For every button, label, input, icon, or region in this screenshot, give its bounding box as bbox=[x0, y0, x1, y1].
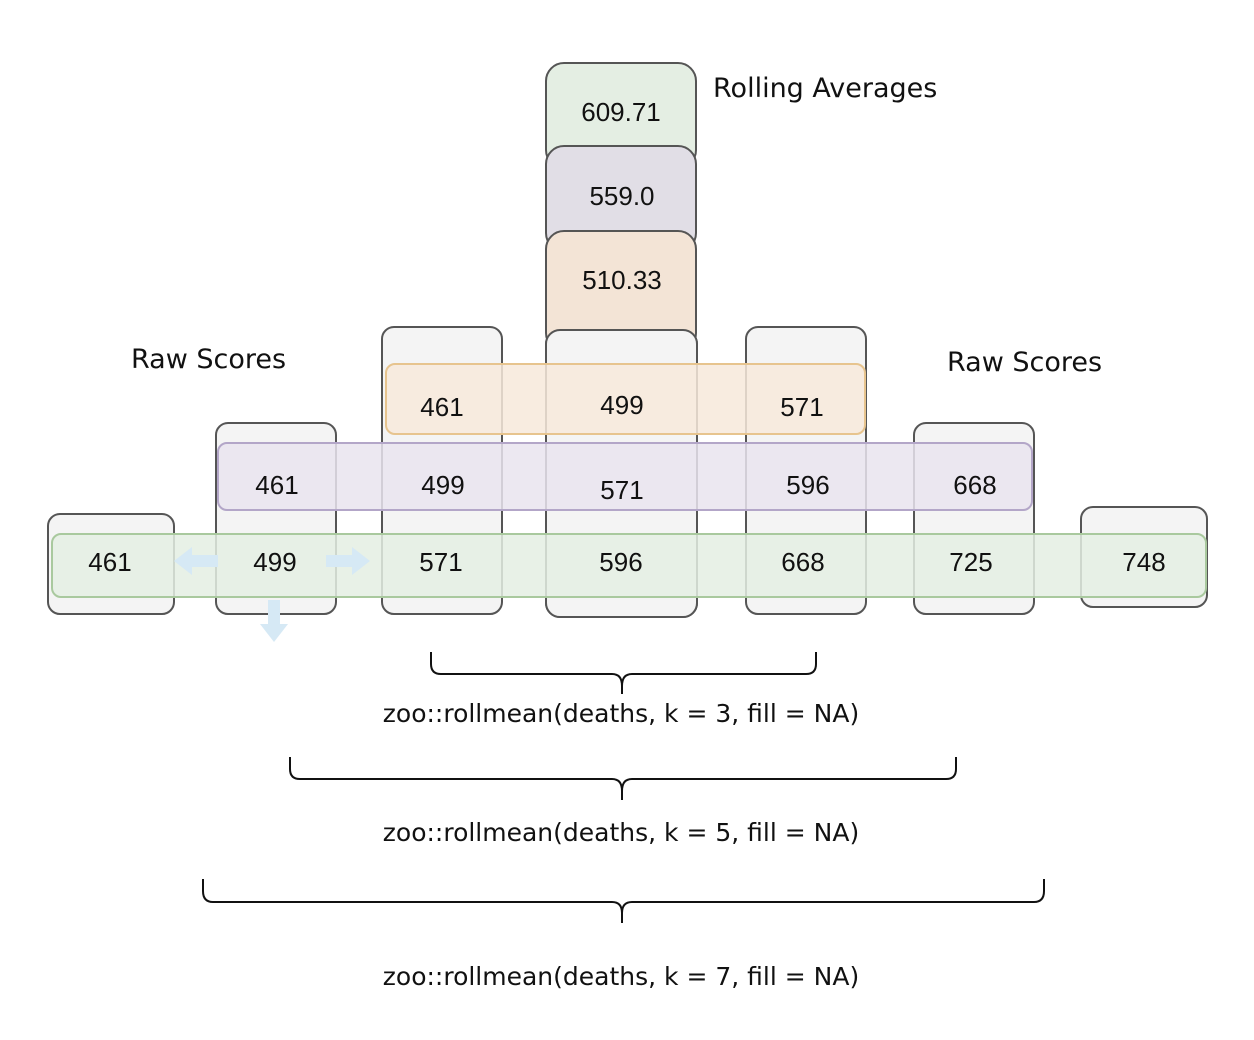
raw-scores-label-right: Raw Scores bbox=[947, 347, 1102, 378]
formula-k3: zoo::rollmean(deaths, k = 3, fill = NA) bbox=[383, 699, 859, 728]
direction-arrows bbox=[174, 547, 370, 642]
raw-value: 668 bbox=[953, 470, 996, 500]
raw-value: 461 bbox=[255, 470, 298, 500]
window-band-k5 bbox=[217, 442, 1033, 511]
raw-row-k7: 461 499 571 596 668 725 748 bbox=[88, 547, 1165, 577]
brace-k7 bbox=[202, 879, 1045, 923]
raw-row-k3: 461 499 571 bbox=[420, 390, 823, 422]
raw-value: 571 bbox=[419, 547, 462, 577]
avg-value-k5: 559.0 bbox=[589, 181, 654, 211]
brace-k3 bbox=[430, 652, 817, 694]
raw-value: 748 bbox=[1122, 547, 1165, 577]
formula-k5: zoo::rollmean(deaths, k = 5, fill = NA) bbox=[383, 818, 859, 847]
avg-value-k7: 609.71 bbox=[581, 97, 661, 127]
raw-value: 596 bbox=[599, 547, 642, 577]
raw-value: 668 bbox=[781, 547, 824, 577]
brace-k5 bbox=[289, 757, 957, 800]
braces bbox=[202, 652, 1045, 923]
arrow-right-icon bbox=[326, 547, 370, 575]
raw-row-k5: 461 499 571 596 668 bbox=[255, 470, 996, 505]
window-band-k3 bbox=[385, 363, 866, 435]
raw-scores-label-left: Raw Scores bbox=[131, 344, 286, 375]
avg-value-k3: 510.33 bbox=[582, 265, 662, 295]
arrow-left-icon bbox=[174, 547, 218, 575]
raw-value: 499 bbox=[421, 470, 464, 500]
rolling-averages-label: Rolling Averages bbox=[713, 73, 937, 104]
raw-value: 571 bbox=[780, 392, 823, 422]
raw-value: 461 bbox=[420, 392, 463, 422]
window-band-k7 bbox=[51, 533, 1207, 598]
raw-value: 725 bbox=[949, 547, 992, 577]
raw-value: 461 bbox=[88, 547, 131, 577]
raw-value: 571 bbox=[600, 475, 643, 505]
raw-value: 596 bbox=[786, 470, 829, 500]
formula-k7: zoo::rollmean(deaths, k = 7, fill = NA) bbox=[383, 962, 859, 991]
raw-value: 499 bbox=[600, 390, 643, 420]
arrow-down-icon bbox=[260, 600, 288, 642]
raw-value: 499 bbox=[253, 547, 296, 577]
